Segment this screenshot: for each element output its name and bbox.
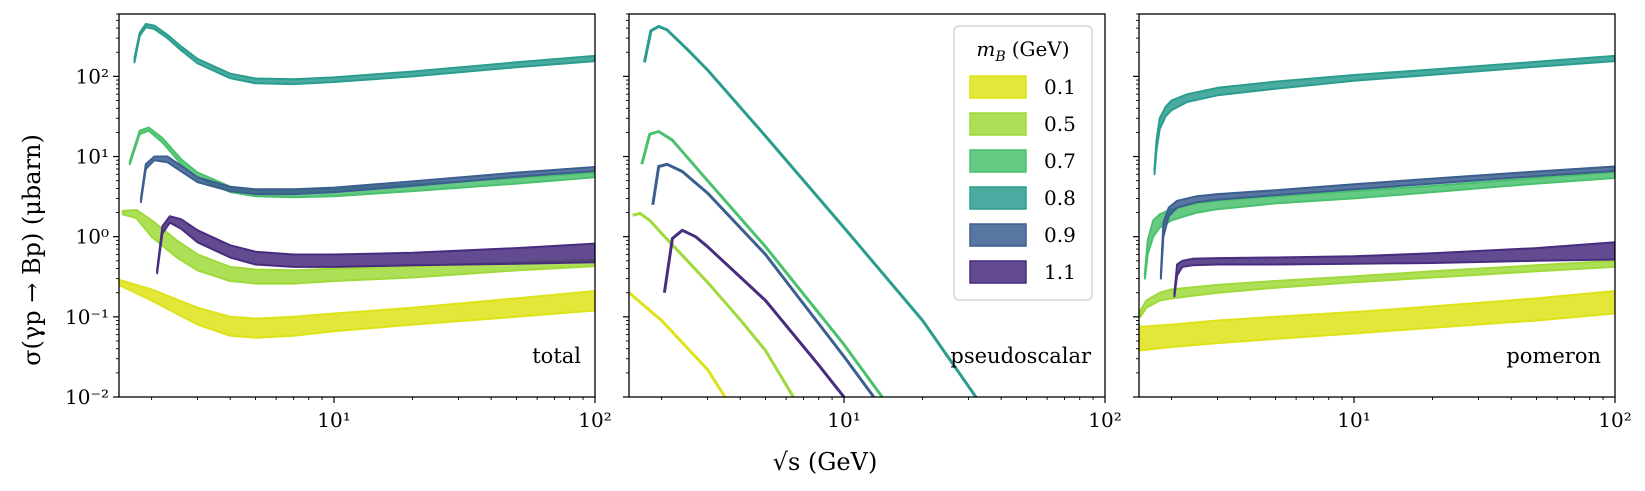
band-mB-0-1: [1139, 290, 1615, 352]
band-mB-0-8: [1153, 54, 1615, 176]
band-mB-0-9: [1159, 165, 1615, 280]
x-tick-label: 10²: [1598, 408, 1631, 432]
legend-label-0-1: 0.1: [1044, 75, 1076, 99]
panel-label-pomeron: pomeron: [1506, 344, 1601, 368]
line-mB-0-1: [629, 291, 727, 397]
legend-label-1-1: 1.1: [1044, 260, 1076, 284]
x-tick-label: 10¹: [827, 408, 860, 432]
line-mB-0-5: [632, 211, 795, 397]
band-mB-0-1: [119, 278, 595, 339]
legend-title: mB (GeV): [976, 37, 1069, 65]
legend-label-0-8: 0.8: [1044, 186, 1076, 210]
axes-frame: [1138, 13, 1616, 398]
legend-swatch-0-5: [969, 112, 1027, 136]
legend-swatch-0-1: [969, 75, 1027, 99]
band-mB-1-1: [1173, 241, 1615, 298]
legend-label-0-9: 0.9: [1044, 223, 1076, 247]
panel-label-pseudoscalar: pseudoscalar: [950, 344, 1092, 368]
y-tick-label: 10⁰: [76, 225, 109, 249]
band-mB-0-5: [1139, 259, 1615, 318]
legend-swatch-0-7: [969, 149, 1027, 173]
x-tick-label: 10²: [1088, 408, 1121, 432]
band-mB-1-1: [156, 215, 595, 275]
y-tick-label: 10⁻¹: [65, 305, 109, 329]
line-mB-0-8: [643, 24, 978, 397]
y-axis-title: σ(γp → Bp) (μbarn): [18, 134, 46, 366]
band-mB-0-9: [139, 155, 595, 204]
x-tick-label: 10²: [578, 408, 611, 432]
panel-total: 10⁻² 10⁻¹ 10⁰ 10¹ 10² 10¹ 10² total: [65, 13, 612, 432]
panel-pseudoscalar: 10¹ 10² pseudoscalar: [623, 13, 1122, 432]
panel-pomeron: 10¹ 10² pomeron: [1133, 13, 1632, 432]
x-axis-title: √s (GeV): [773, 448, 878, 476]
legend: mB (GeV) 0.1 0.5 0.7 0.8 0.9 1.1: [953, 25, 1093, 301]
axes-frame: [628, 13, 1106, 398]
panel-label-total: total: [532, 344, 581, 368]
line-mB-1-1: [662, 228, 846, 397]
band-mB-0-7: [128, 126, 595, 199]
legend-swatch-0-9: [969, 223, 1027, 247]
legend-label-0-7: 0.7: [1044, 149, 1076, 173]
y-tick-label: 10²: [76, 64, 109, 88]
line-mB-0-9: [651, 162, 876, 397]
x-tick-label: 10¹: [317, 408, 350, 432]
legend-label-0-5: 0.5: [1044, 112, 1076, 136]
legend-swatch-1-1: [969, 260, 1027, 284]
x-tick-label: 10¹: [1337, 408, 1370, 432]
legend-swatch-0-8: [969, 186, 1027, 210]
band-mB-0-8: [133, 23, 595, 86]
y-tick-label: 10¹: [76, 145, 109, 169]
y-tick-label: 10⁻²: [65, 385, 109, 409]
axes-frame: [118, 13, 596, 398]
line-mB-0-7: [640, 130, 884, 397]
